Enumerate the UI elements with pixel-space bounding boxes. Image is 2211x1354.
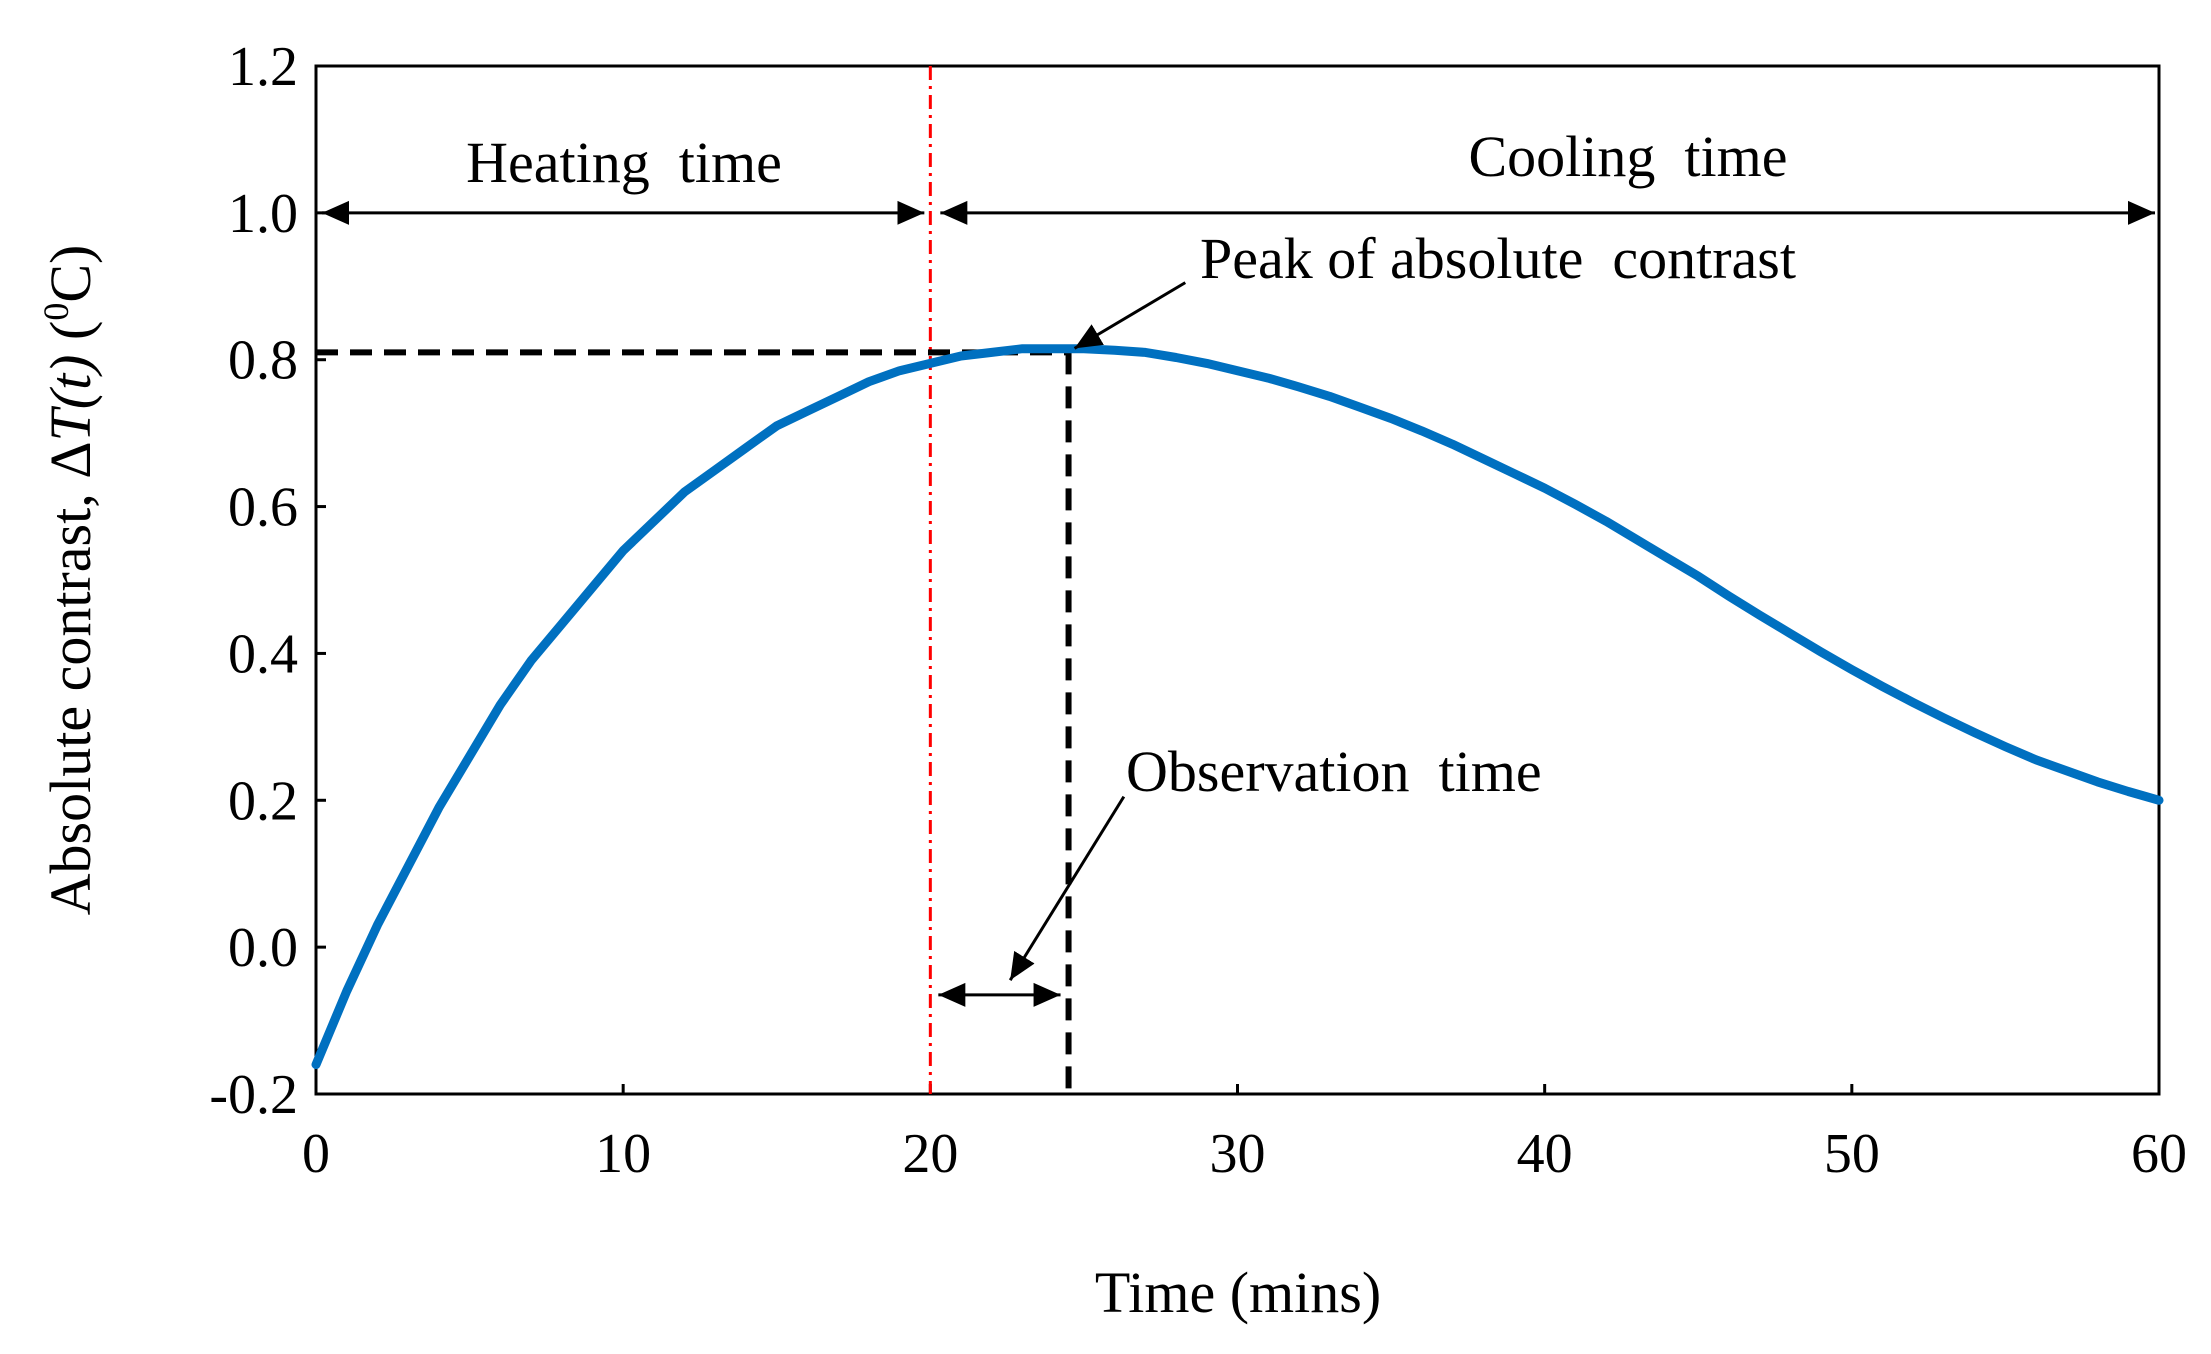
observation-pointer-arrow xyxy=(1008,795,1126,981)
peak-label: Peak of absolute contrast xyxy=(1200,226,1796,291)
heating-time-label: Heating time xyxy=(466,130,782,195)
x-tick-label: 0 xyxy=(302,1123,330,1185)
y-axis-title-open: ( xyxy=(38,321,103,355)
plot-frame xyxy=(314,64,2161,1096)
y-axis-title-unit: C) xyxy=(38,245,103,303)
y-axis-title-variable: T(t) xyxy=(38,355,103,442)
y-axis: -0.2 0.0 0.2 0.4 0.6 0.8 1.0 1.2 xyxy=(209,36,326,1126)
cooling-time-label: Cooling time xyxy=(1469,124,1788,189)
y-axis-title: Absolute contrast, ΔT(t) (0C) xyxy=(36,245,103,916)
x-tick-label: 10 xyxy=(595,1123,651,1185)
x-tick-label: 50 xyxy=(1824,1123,1880,1185)
y-tick-label: -0.2 xyxy=(209,1064,298,1126)
y-tick-label: 0.0 xyxy=(228,917,298,979)
y-tick-label: 0.8 xyxy=(228,330,298,392)
x-tick-label: 30 xyxy=(1210,1123,1266,1185)
y-axis-title-degree: 0 xyxy=(36,303,76,321)
y-tick-label: 0.6 xyxy=(228,477,298,539)
y-axis-title-prefix: Absolute contrast, Δ xyxy=(38,442,103,916)
series-line-absolute-contrast xyxy=(311,344,2164,1070)
y-tick-label: 0.2 xyxy=(228,770,298,832)
x-tick-label: 20 xyxy=(902,1123,958,1185)
x-tick-label: 40 xyxy=(1517,1123,1573,1185)
x-axis-title: Time (mins) xyxy=(1095,1260,1381,1325)
x-axis: 0 10 20 30 40 50 60 xyxy=(302,1084,2187,1185)
observation-time-label: Observation time xyxy=(1126,739,1542,804)
y-tick-label: 0.4 xyxy=(228,623,298,685)
peak-pointer-arrow xyxy=(1073,281,1187,350)
y-tick-label: 1.0 xyxy=(228,183,298,245)
y-tick-label: 1.2 xyxy=(228,36,298,98)
x-tick-label: 60 xyxy=(2131,1123,2187,1185)
